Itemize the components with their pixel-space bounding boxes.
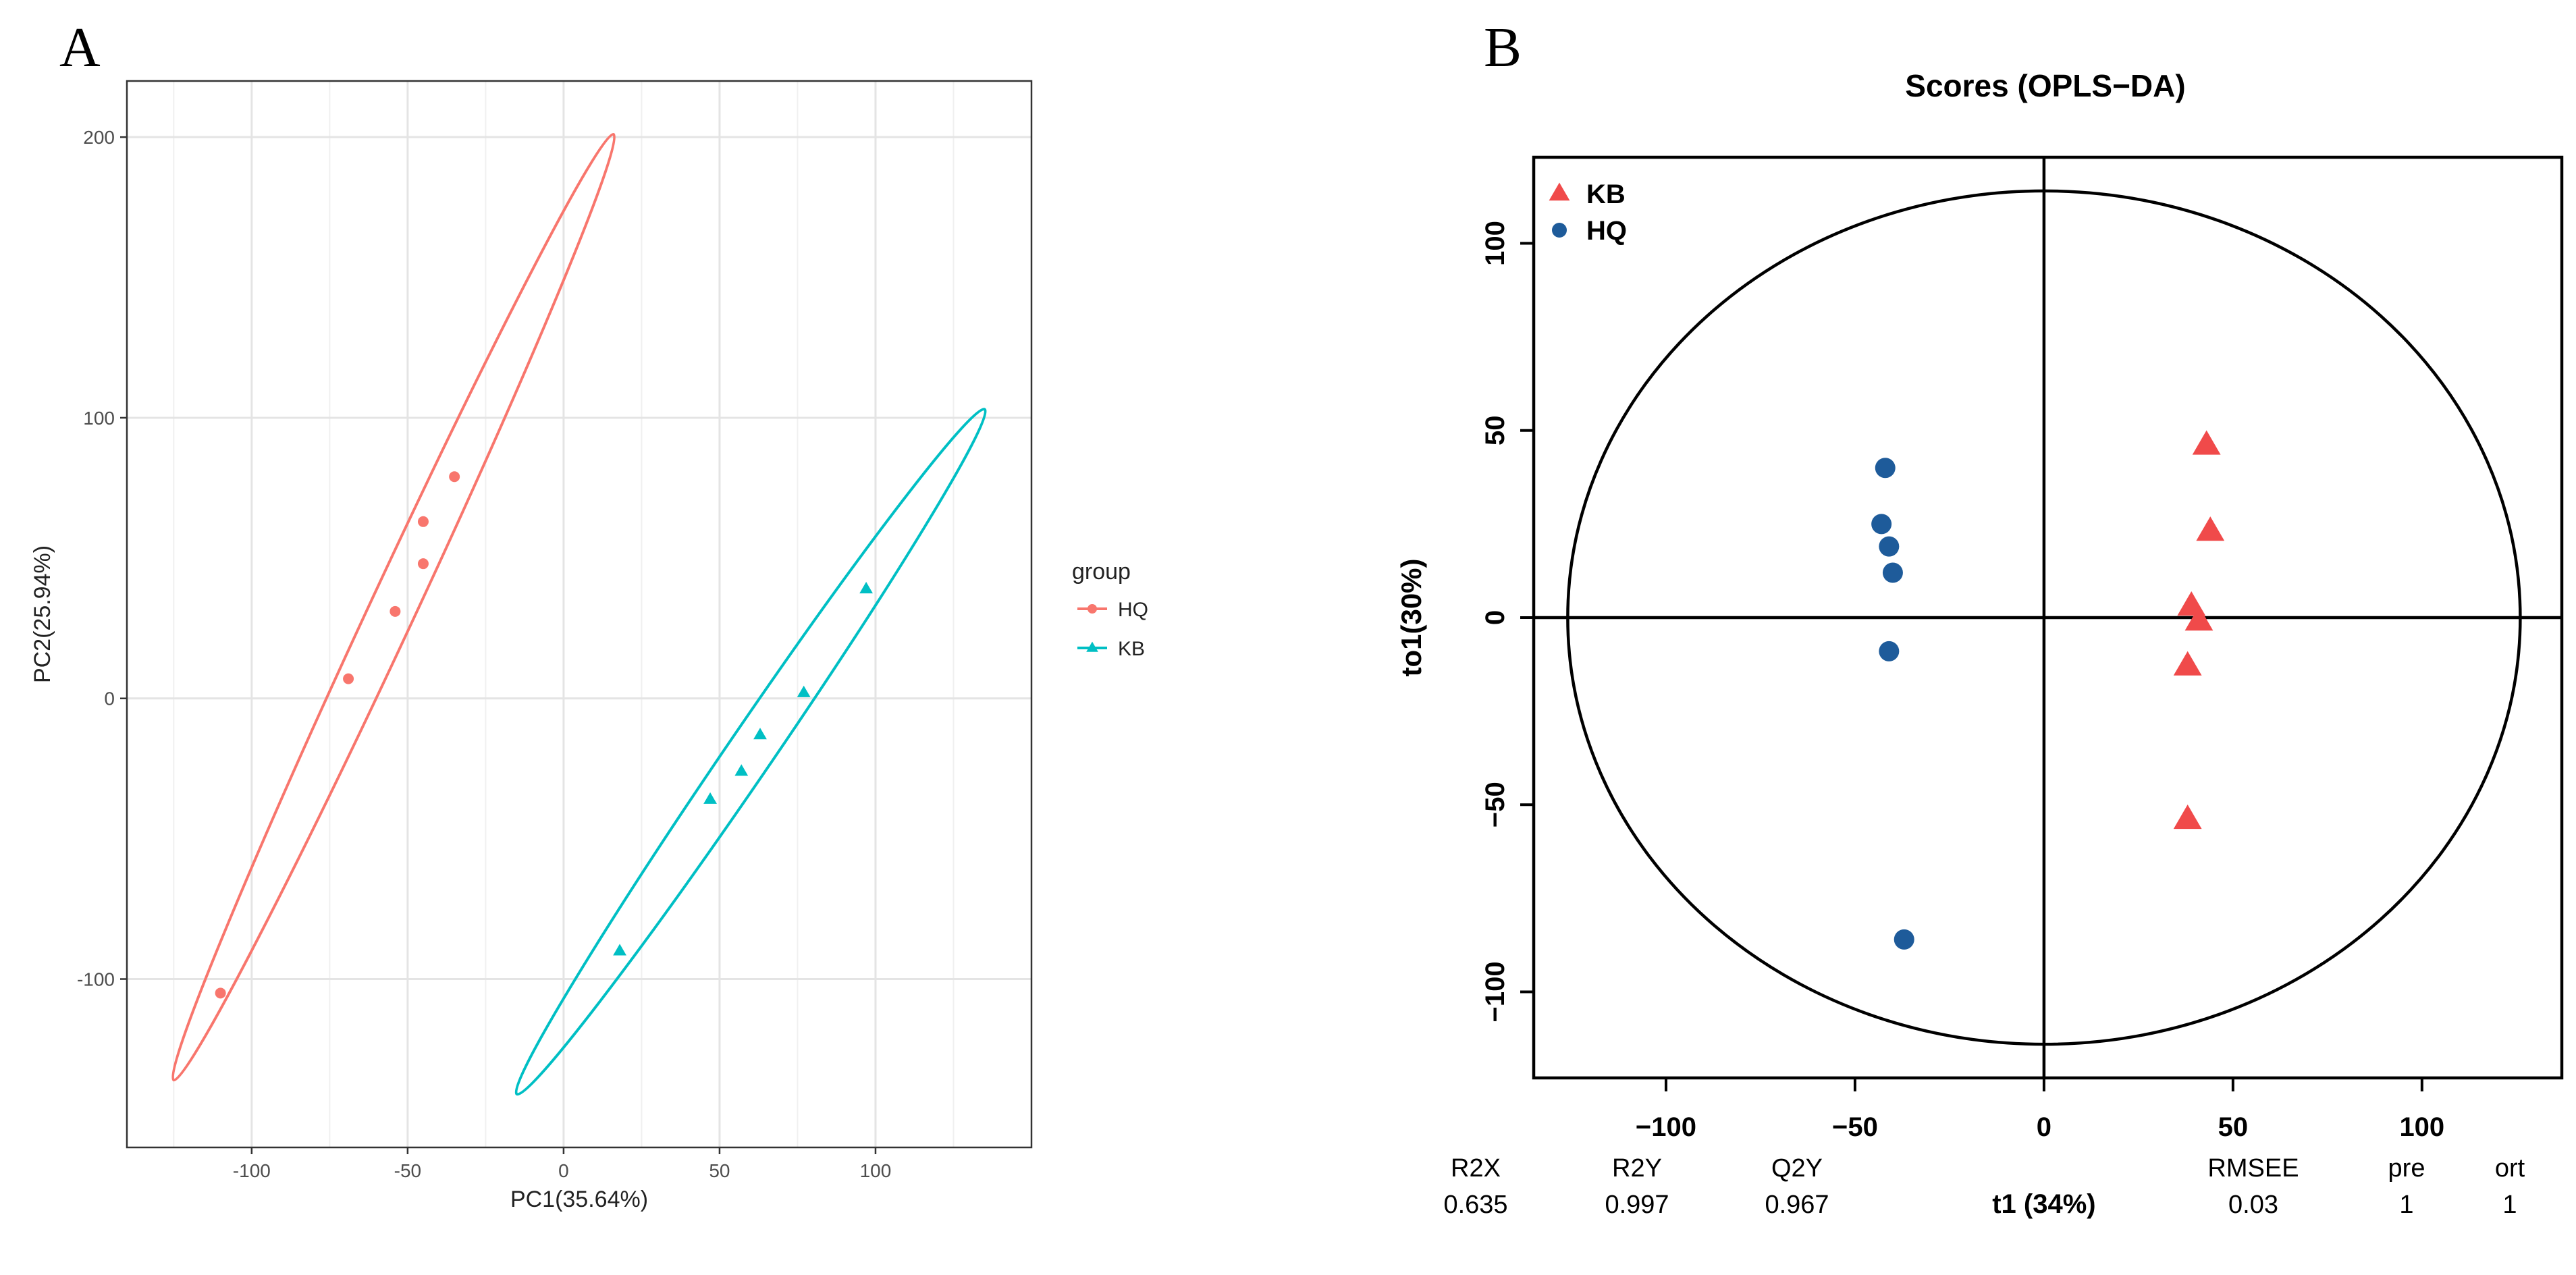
panel-b-stat-value: 0.997 [1605,1191,1669,1219]
panel-b-stat-label: pre [2388,1154,2425,1183]
panel-b-axis-ticks: −100 −50 0 50 100 −100 −50 0 50 100 [1480,221,2444,1142]
panel-a-pca-chart: -100 -50 0 50 100 -100 0 100 200 PC1(35.64%) PC2… [30,80,1148,1212]
panel-a-x-tick-label: 0 [558,1160,569,1181]
panel-b-y-tick-label: −100 [1480,961,1510,1022]
panel-b-legend-label: KB [1586,180,1626,209]
panel-a-ellipses [171,132,987,1096]
panel-b-model-stats: R2X 0.635 R2Y 0.997 Q2Y 0.967 RMSEE 0.03 pre 1 ort… [1443,1154,2525,1219]
panel-b-zero-axes [1534,157,2562,1078]
panel-b-y-tick-label: −50 [1480,782,1510,828]
panel-b-stat-label: R2Y [1612,1154,1662,1183]
panel-a-border [126,80,1033,1149]
panel-a-point-kb [859,581,874,594]
panel-a-y-axis-label: PC2(25.94%) [30,545,55,683]
panel-b-x-tick-label: −50 [1832,1112,1878,1142]
panel-b-stat-value: 0.635 [1443,1191,1507,1219]
panel-a-point-kb [613,944,626,956]
panel-b-x-axis-label: t1 (34%) [1992,1189,2095,1219]
panel-a-y-tick-label: -100 [77,969,115,990]
panel-a-x-axis-label: PC1(35.64%) [510,1187,648,1212]
panel-a-legend-label: HQ [1118,599,1148,621]
panel-b-stat-value: 0.967 [1765,1191,1829,1219]
panel-b-stat-value: 1 [2502,1191,2517,1219]
panel-b-x-tick-label: 100 [2399,1112,2444,1142]
panel-b-stat-value: 1 [2399,1191,2413,1219]
panel-b-point-hq [1871,514,1892,535]
panel-b-stat-label: Q2Y [1771,1154,1823,1183]
panel-a-point-hq [215,987,226,999]
panel-b-stat-label: R2X [1451,1154,1501,1183]
panel-a-ellipse-kb [514,408,987,1096]
panel-b-title: Scores (OPLS−DA) [1905,68,2185,103]
panel-a-y-tick-label: 100 [83,408,115,429]
panel-b-point-kb [2173,805,2202,830]
panel-a-point-kb [797,685,811,697]
panel-a-axis-ticks: -100 -50 0 50 100 -100 0 100 200 [77,127,891,1181]
panel-a-letter: A [59,16,101,79]
panel-b-legend-key-marker [1552,223,1567,238]
panel-a-x-tick-label: 100 [860,1160,892,1181]
panel-b-point-hq [1879,641,1900,661]
panel-a-legend-key-marker [1086,641,1098,652]
panel-b-point-kb [2184,606,2213,631]
panel-a-points [215,471,874,999]
panel-a-point-hq [449,471,460,483]
panel-b-y-tick-label: 50 [1480,416,1510,446]
panel-a-y-tick-label: 0 [104,688,115,709]
panel-b-x-tick-label: −100 [1636,1112,1696,1142]
panel-b-stat-label: ort [2495,1154,2525,1183]
panel-a-point-kb [753,728,767,740]
panel-a-legend-key-marker [1088,604,1097,614]
panel-b-x-tick-label: 50 [2218,1112,2249,1142]
panel-a-legend-title: group [1072,559,1131,585]
panel-b-point-hq [1894,929,1914,950]
panel-b-oplsda-chart: Scores (OPLS−DA) −100 −50 0 50 100 −100 −50 0 50… [1395,68,2564,1219]
panel-a-legend-label: KB [1118,638,1145,660]
panel-a-point-hq [343,673,354,684]
panel-b-point-kb [2192,430,2221,455]
panel-b-point-kb [2196,516,2225,541]
panel-b-stat-label: RMSEE [2207,1154,2299,1183]
panel-a-y-tick-label: 200 [83,127,115,148]
panel-a-legend: group HQ KB [1072,559,1148,660]
panel-b-point-hq [1879,536,1900,557]
panel-b-legend-label: HQ [1586,216,1627,246]
panel-a-x-tick-label: 50 [709,1160,730,1181]
panel-a-point-hq [390,605,401,617]
panel-a-point-kb [703,792,717,804]
panel-a-ellipse-hq [171,132,616,1082]
panel-b-points [1871,430,2225,950]
panel-a-point-hq [417,516,429,527]
panel-a-point-hq [417,558,429,570]
panel-a-x-tick-label: -100 [233,1160,271,1181]
panel-b-y-axis-label: to1(30%) [1395,558,1427,676]
panel-b-y-tick-label: 100 [1480,221,1510,266]
panel-a-point-kb [734,764,749,776]
panel-b-y-tick-label: 0 [1480,610,1510,625]
panel-b-point-kb [2173,651,2202,676]
panel-b-point-hq [1875,458,1896,479]
panel-a-plot-area [127,81,1031,1147]
panel-a-x-tick-label: -50 [394,1160,421,1181]
panel-b-point-hq [1882,562,1903,583]
panel-b-legend: KB HQ [1549,180,1627,246]
panel-b-stat-value: 0.03 [2228,1191,2278,1219]
panel-a-gridlines [127,81,1031,1147]
panel-b-x-tick-label: 0 [2037,1112,2051,1142]
panel-b-letter: B [1484,16,1522,79]
panel-b-legend-key-marker [1549,182,1570,201]
